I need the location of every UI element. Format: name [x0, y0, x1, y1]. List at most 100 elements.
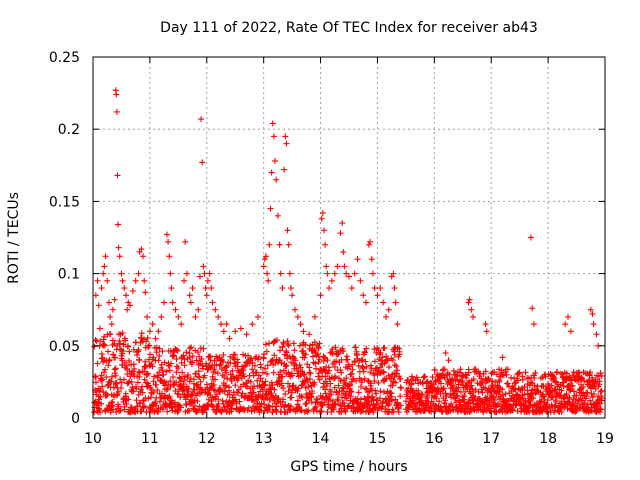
data-point — [380, 369, 387, 376]
data-point — [211, 366, 218, 373]
data-point — [185, 385, 192, 392]
data-point — [126, 302, 133, 309]
data-point — [185, 372, 192, 379]
data-point — [227, 353, 234, 360]
y-tick-label: 0.1 — [58, 267, 80, 283]
data-point — [118, 379, 125, 386]
data-point — [528, 234, 535, 241]
x-tick-label: 19 — [596, 431, 614, 447]
data-point — [314, 351, 321, 358]
data-point — [189, 390, 196, 397]
data-point — [138, 330, 145, 337]
data-point — [262, 378, 269, 385]
data-point — [94, 277, 101, 284]
data-point — [544, 397, 551, 404]
data-point — [263, 341, 270, 348]
data-point — [453, 392, 460, 399]
data-point — [247, 378, 254, 385]
axis-ticks — [92, 56, 606, 419]
y-tick-label: 0.25 — [49, 50, 80, 66]
data-point — [132, 277, 139, 284]
data-point — [326, 285, 333, 292]
data-point — [257, 364, 264, 371]
data-point — [209, 299, 216, 306]
data-point — [212, 306, 219, 313]
data-point — [181, 277, 188, 284]
data-point — [319, 402, 326, 409]
data-point — [274, 212, 281, 219]
data-point — [120, 341, 127, 348]
data-point — [282, 391, 289, 398]
data-point — [263, 348, 270, 355]
data-point — [116, 408, 123, 415]
data-point — [463, 374, 470, 381]
data-point — [277, 368, 284, 375]
data-point — [262, 253, 269, 260]
data-point — [355, 389, 362, 396]
data-point — [587, 369, 594, 376]
data-point — [281, 166, 288, 173]
data-point — [96, 325, 103, 332]
data-point — [173, 346, 180, 353]
data-point — [149, 321, 156, 328]
data-point — [552, 378, 559, 385]
data-point — [285, 342, 292, 349]
data-point — [565, 313, 572, 320]
data-point — [559, 379, 566, 386]
data-point — [385, 364, 392, 371]
data-point — [99, 376, 106, 383]
data-point — [343, 353, 350, 360]
data-point — [504, 366, 511, 373]
data-point — [597, 400, 604, 407]
data-point — [266, 340, 273, 347]
data-point — [101, 342, 108, 349]
data-point — [324, 270, 331, 277]
data-point — [125, 379, 132, 386]
data-point — [530, 321, 537, 328]
data-point — [558, 387, 565, 394]
data-point — [209, 362, 216, 369]
data-point — [241, 363, 248, 370]
data-point — [294, 388, 301, 395]
data-point — [199, 365, 206, 372]
data-point — [98, 350, 105, 357]
data-point — [183, 349, 190, 356]
data-point — [167, 383, 174, 390]
data-point — [265, 406, 272, 413]
data-point — [376, 351, 383, 358]
data-point — [275, 395, 282, 402]
data-point — [125, 357, 132, 364]
data-point — [107, 313, 114, 320]
data-point — [209, 383, 216, 390]
data-point — [589, 394, 596, 401]
data-point — [211, 376, 218, 383]
data-point — [257, 403, 264, 410]
data-point — [393, 363, 400, 370]
data-point — [123, 401, 130, 408]
data-point — [563, 391, 570, 398]
data-point — [381, 344, 388, 351]
data-point — [337, 377, 344, 384]
data-point — [234, 356, 241, 363]
data-points — [91, 87, 605, 416]
data-point — [454, 388, 461, 395]
data-point — [369, 393, 376, 400]
data-point — [128, 378, 135, 385]
data-point — [167, 270, 174, 277]
data-point — [358, 379, 365, 386]
x-tick-labels: 10 11 12 13 14 15 16 17 18 19 — [84, 431, 614, 447]
data-point — [134, 379, 141, 386]
data-point — [243, 331, 250, 338]
data-point — [496, 378, 503, 385]
data-point — [385, 402, 392, 409]
data-point — [119, 277, 126, 284]
data-point — [311, 381, 318, 388]
data-point — [593, 331, 600, 338]
y-tick-labels: 0 0.05 0.1 0.15 0.2 0.25 — [49, 50, 80, 427]
data-point — [448, 400, 455, 407]
data-point — [124, 343, 131, 350]
data-point — [186, 378, 193, 385]
data-point — [135, 270, 142, 277]
data-point — [142, 363, 149, 370]
data-point — [496, 389, 503, 396]
